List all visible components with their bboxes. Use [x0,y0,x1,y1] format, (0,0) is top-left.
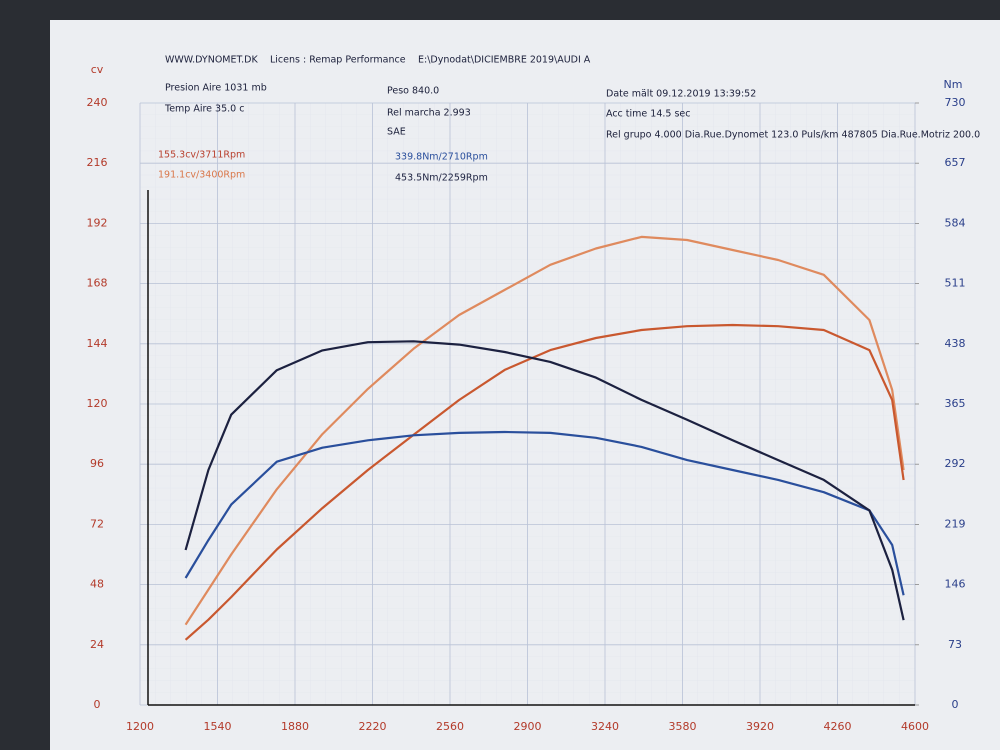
x-tick-label: 3580 [669,720,697,733]
y2-tick-label: 0 [952,698,959,711]
x-tick-label: 3920 [746,720,774,733]
x-tick-label: 2900 [514,720,542,733]
y2-tick-label: 146 [945,578,966,591]
annotation: E:\Dynodat\DICIEMBRE 2019\AUDI A [418,55,591,66]
y-tick-label: 0 [94,698,101,711]
y-tick-label: 96 [90,457,104,470]
y-tick-label: 192 [87,216,108,229]
y-tick-label: 120 [87,397,108,410]
annotation: WWW.DYNOMET.DK [165,55,259,66]
y-axis-label: cv [91,63,104,76]
series-line [184,235,905,626]
y2-axis-label: Nm [944,78,963,91]
x-tick-label: 4600 [901,720,929,733]
y2-tick-label: 73 [948,638,962,651]
annotation: SAE [387,127,406,138]
series-line [184,430,905,596]
x-tick-label: 2560 [436,720,464,733]
annotation: Temp Aire 35.0 c [164,104,244,115]
y2-tick-label: 584 [945,216,966,229]
y2-tick-label: 657 [945,156,966,169]
x-tick-label: 2220 [359,720,387,733]
y-tick-label: 72 [90,517,104,530]
y2-tick-label: 292 [945,457,966,470]
y2-tick-label: 438 [945,337,966,350]
x-tick-label: 1200 [126,720,154,733]
x-tick-label: 3240 [591,720,619,733]
y-tick-label: 168 [87,277,108,290]
y2-tick-label: 219 [945,517,966,530]
y-tick-label: 240 [87,96,108,109]
annotation: Rel marcha 2.993 [387,108,471,119]
annotation: 453.5Nm/2259Rpm [395,173,488,184]
annotation: Rel grupo 4.000 Dia.Rue.Dynomet 123.0 Pu… [606,130,980,141]
series-line [184,340,905,621]
annotation: 339.8Nm/2710Rpm [395,152,488,163]
annotation: 191.1cv/3400Rpm [158,170,245,181]
x-tick-label: 1880 [281,720,309,733]
annotation: Acc time 14.5 sec [606,109,690,120]
annotation: Peso 840.0 [387,86,439,97]
x-tick-label: 4260 [824,720,852,733]
annotation: Date mält 09.12.2019 13:39:52 [606,89,756,100]
x-tick-label: 1540 [204,720,232,733]
y-tick-label: 144 [87,337,108,350]
y2-tick-label: 511 [945,277,966,290]
y-tick-label: 48 [90,578,104,591]
y2-tick-label: 365 [945,397,966,410]
annotation: 155.3cv/3711Rpm [158,150,245,161]
y-tick-label: 24 [90,638,104,651]
annotation: Licens : Remap Performance [270,55,406,66]
y2-tick-label: 730 [945,96,966,109]
annotation: Presion Aire 1031 mb [165,83,267,94]
series-line [184,323,905,641]
y-tick-label: 216 [87,156,108,169]
